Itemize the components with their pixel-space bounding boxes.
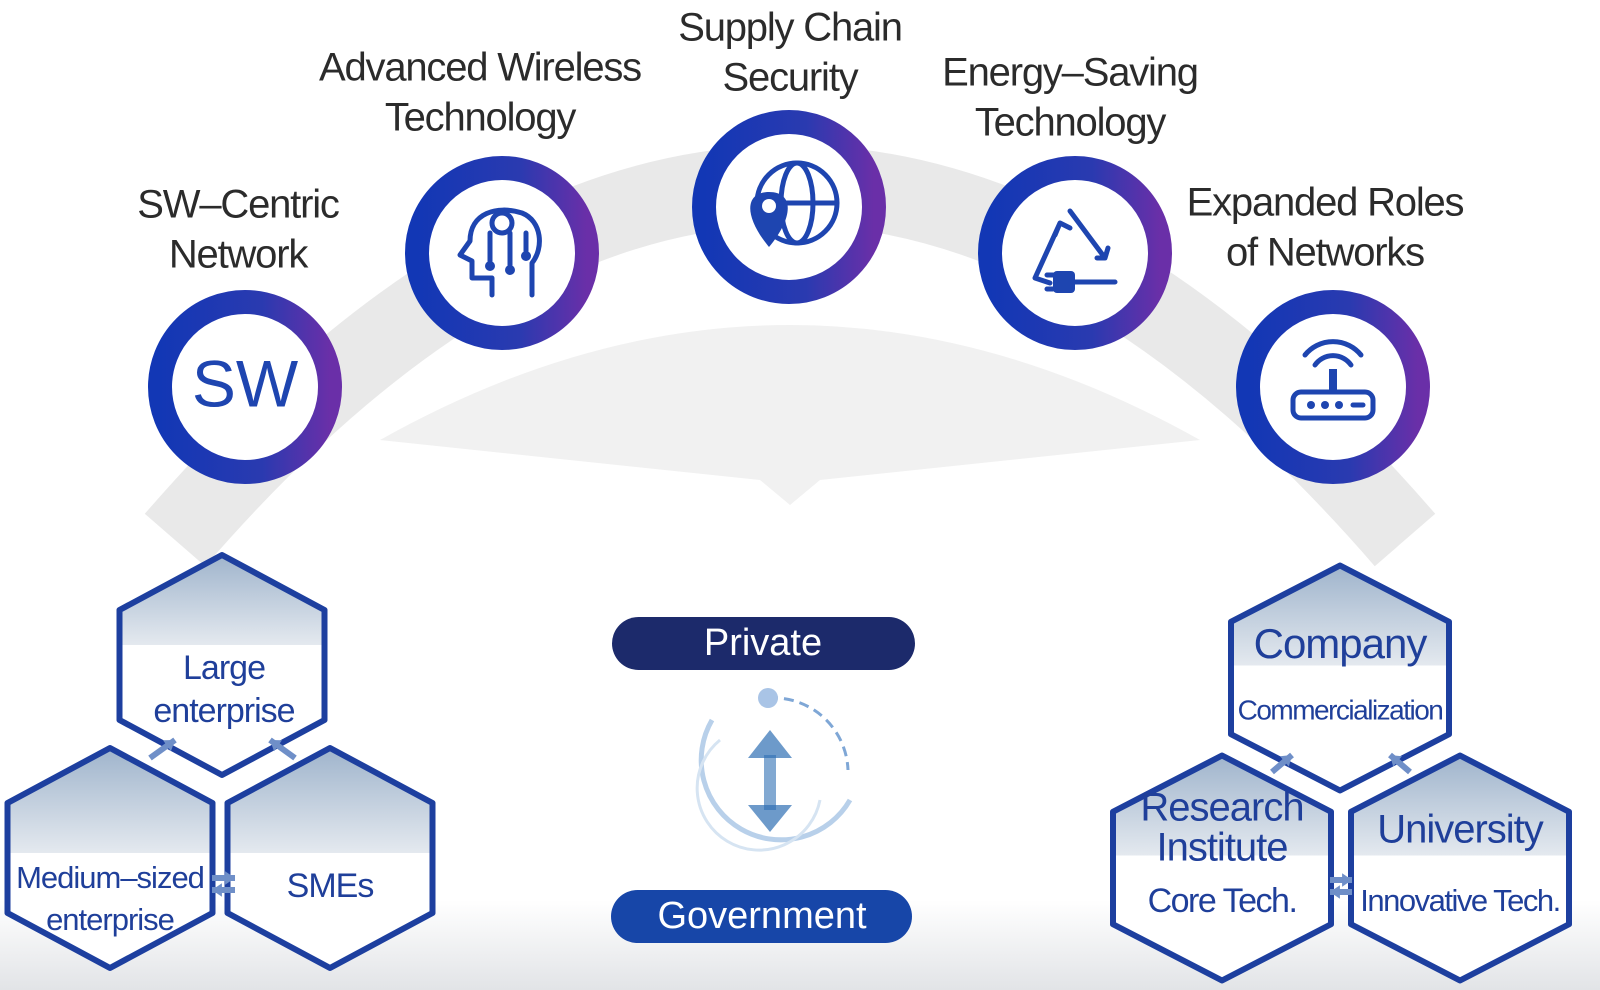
hex-title: Medium–sized: [16, 860, 204, 895]
icon-shape: [1329, 369, 1337, 391]
hex-title: enterprise: [46, 902, 174, 937]
icon-shape: [485, 261, 495, 271]
icon-shape: [1032, 220, 1073, 286]
hexagon-border: [1348, 752, 1572, 984]
tech-circle: [692, 110, 886, 304]
exchange-icon: [695, 688, 853, 852]
hex-subtitle: Commercialization: [1238, 694, 1443, 725]
hex-title: enterprise: [153, 692, 294, 730]
tech-label: Energy–Saving: [942, 51, 1198, 95]
connector-head: [1390, 755, 1402, 767]
hex-title: Research: [1140, 786, 1303, 830]
icon-shape: [762, 199, 776, 213]
tech-label: Advanced Wireless: [319, 46, 641, 90]
hexagon-border: [116, 552, 328, 778]
icon-shape: [1321, 401, 1329, 409]
hexagon-photo: [7, 748, 213, 853]
icon-shape: [1290, 389, 1376, 421]
tech-label: Supply Chain: [678, 6, 902, 50]
hex-subtitle: Innovative Tech.: [1360, 883, 1559, 918]
connector-head: [270, 740, 282, 752]
hexagon-border: [1110, 752, 1334, 984]
tech-circle: [148, 290, 342, 484]
tech-icon: [1290, 339, 1376, 421]
tech-label: Technology: [385, 96, 577, 140]
tech-icon: [457, 207, 542, 298]
icon-shape: [1067, 208, 1111, 261]
tech-label: Technology: [975, 101, 1167, 145]
icon-shape: [505, 265, 515, 275]
private-label: Private: [704, 622, 822, 664]
tech-icon-text: SW: [192, 346, 299, 420]
hex-subtitle: Core Tech.: [1148, 882, 1297, 920]
hex-title: SMEs: [287, 867, 374, 905]
icon-shape: [1335, 401, 1343, 409]
icon-shape: [1044, 272, 1118, 292]
icon-shape: [750, 192, 788, 247]
connector-head: [225, 871, 235, 885]
icon-shape: [457, 207, 542, 298]
connector-head: [163, 740, 175, 752]
connector-head: [1342, 873, 1352, 887]
private-pill: [612, 617, 915, 670]
tech-circle: [978, 156, 1172, 350]
connector-head: [212, 883, 222, 897]
icon-shape: [489, 210, 515, 236]
hex-title: University: [1377, 808, 1544, 852]
connector-head: [1330, 885, 1340, 899]
hexagon-border: [224, 745, 436, 971]
government-pill: [611, 890, 912, 943]
hexagon-border: [1228, 562, 1452, 794]
background-arrow: [380, 325, 1200, 505]
icon-shape: [1307, 401, 1315, 409]
tech-circle: [405, 156, 599, 350]
hex-title: Company: [1254, 620, 1428, 667]
hex-title: Large: [183, 649, 265, 687]
tech-label: Security: [723, 56, 859, 100]
connector-head: [1280, 755, 1292, 767]
tech-label: of Networks: [1226, 231, 1424, 275]
government-label: Government: [657, 895, 867, 937]
tech-icon: [1032, 208, 1118, 293]
tech-label: Network: [169, 233, 309, 277]
icon-shape: [1053, 271, 1075, 293]
tech-label: Expanded Roles: [1187, 181, 1464, 225]
hexagon-photo: [227, 748, 433, 853]
hexagon-photo: [119, 555, 325, 645]
hexagon-border: [4, 745, 216, 971]
icon-shape: [1302, 339, 1364, 368]
icon-shape: [521, 251, 531, 261]
hex-title: Institute: [1156, 826, 1287, 870]
tech-label: SW–Centric: [137, 183, 339, 227]
tech-icon: [750, 160, 840, 247]
